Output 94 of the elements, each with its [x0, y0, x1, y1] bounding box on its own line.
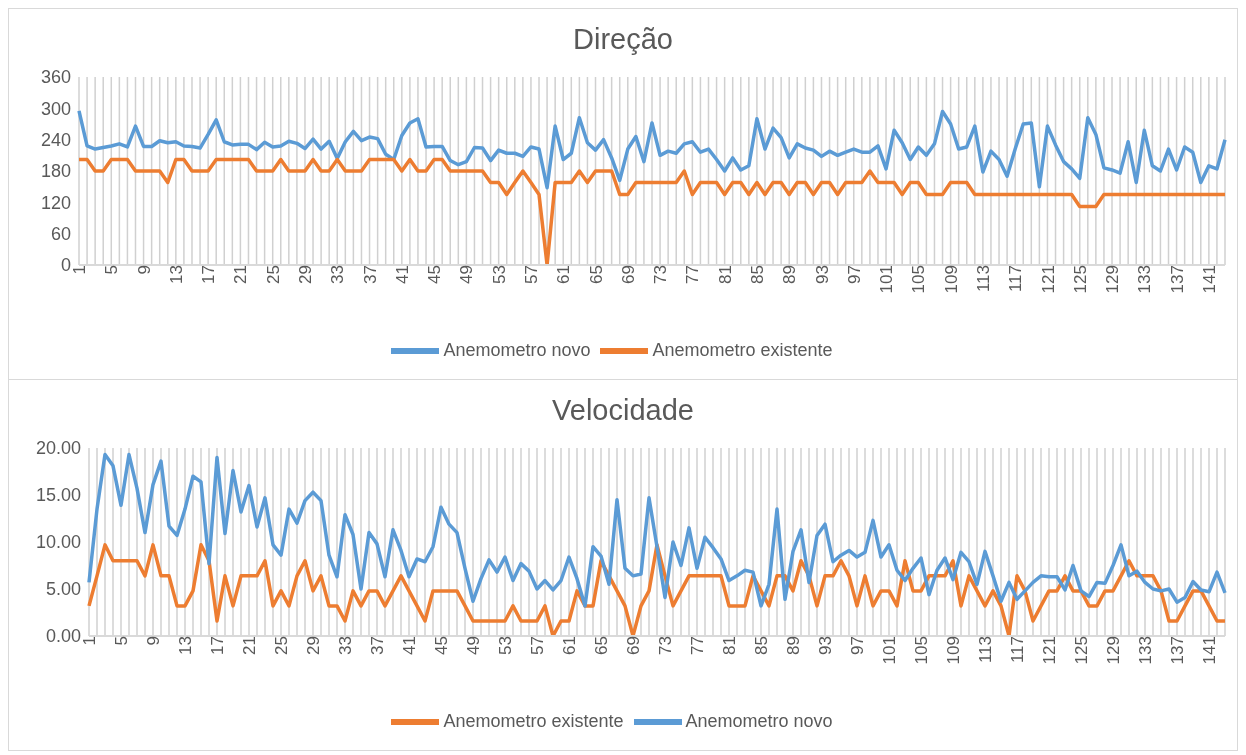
x-tick-label: 9: [134, 265, 154, 275]
x-tick-label: 109: [944, 636, 964, 665]
x-tick-label: 93: [812, 265, 832, 284]
x-tick-label: 137: [1168, 636, 1188, 665]
y-tick-label: 5.00: [45, 579, 81, 600]
line-series: [87, 543, 1227, 636]
x-tick-label: 85: [752, 636, 772, 655]
x-tick-label: 129: [1103, 265, 1123, 294]
line-series: [77, 157, 1227, 265]
x-tick-label: 53: [496, 636, 516, 655]
x-tick-label: 21: [231, 265, 251, 284]
chart-title: Direção: [572, 22, 674, 57]
x-tick-label: 61: [554, 265, 574, 284]
x-tick-label: 101: [877, 265, 897, 294]
x-tick-label: 77: [683, 265, 703, 284]
x-tick-label: 29: [304, 636, 324, 655]
x-tick-label: 13: [176, 636, 196, 655]
x-tick-label: 5: [112, 636, 132, 646]
x-tick-label: 125: [1072, 636, 1092, 665]
x-tick-label: 1: [80, 636, 100, 646]
x-tick-label: 89: [784, 636, 804, 655]
legend-label: Anemometro existente: [652, 339, 833, 360]
x-tick-label: 113: [973, 265, 993, 293]
x-tick-label: 49: [457, 265, 477, 284]
x-tick-label: 57: [528, 636, 548, 655]
x-tick-label: 69: [618, 265, 638, 284]
x-tick-label: 69: [624, 636, 644, 655]
y-tick-label: 0: [60, 255, 71, 276]
x-tick-label: 101: [880, 636, 900, 665]
x-tick-label: 61: [560, 636, 580, 655]
x-tick-label: 129: [1104, 636, 1124, 665]
line-series: [77, 109, 1227, 190]
legend-label: Anemometro novo: [685, 710, 833, 731]
x-tick-label: 29: [296, 265, 316, 284]
y-tick-label: 60: [50, 224, 71, 245]
legend-label: Anemometro novo: [443, 339, 591, 360]
x-tick-label: 33: [336, 636, 356, 655]
x-tick-label: 1: [70, 265, 90, 275]
y-tick-label: 0.00: [45, 626, 81, 647]
legend-label: Anemometro existente: [443, 710, 624, 731]
x-tick-label: 105: [912, 636, 932, 665]
x-tick-label: 33: [328, 265, 348, 284]
y-tick-label: 20.00: [35, 438, 81, 459]
x-tick-label: 137: [1167, 265, 1187, 294]
x-tick-label: 45: [425, 265, 445, 284]
x-tick-label: 65: [586, 265, 606, 284]
x-tick-label: 57: [522, 265, 542, 284]
x-tick-label: 93: [816, 636, 836, 655]
x-tick-label: 97: [844, 265, 864, 284]
x-tick-label: 117: [1008, 636, 1028, 664]
x-tick-label: 45: [432, 636, 452, 655]
x-tick-label: 65: [592, 636, 612, 655]
x-tick-label: 37: [368, 636, 388, 655]
x-tick-label: 21: [240, 636, 260, 655]
x-tick-label: 105: [909, 265, 929, 294]
y-tick-label: 300: [40, 98, 71, 119]
y-tick-label: 120: [40, 192, 71, 213]
x-tick-label: 25: [263, 265, 283, 284]
x-tick-label: 81: [715, 265, 735, 284]
x-tick-label: 73: [656, 636, 676, 655]
x-tick-label: 97: [848, 636, 868, 655]
x-tick-label: 121: [1038, 265, 1058, 294]
x-tick-label: 37: [360, 265, 380, 284]
line-series: [87, 452, 1227, 608]
y-tick-label: 240: [40, 130, 71, 151]
x-tick-label: 141: [1200, 636, 1220, 665]
x-tick-label: 53: [489, 265, 509, 284]
x-tick-label: 89: [780, 265, 800, 284]
x-tick-label: 109: [941, 265, 961, 294]
x-tick-label: 133: [1136, 636, 1156, 665]
x-tick-label: 17: [208, 636, 228, 655]
x-tick-label: 25: [272, 636, 292, 655]
x-tick-label: 5: [102, 265, 122, 275]
x-tick-label: 9: [144, 636, 164, 646]
x-tick-label: 125: [1070, 265, 1090, 294]
x-tick-label: 121: [1040, 636, 1060, 665]
x-tick-label: 81: [720, 636, 740, 655]
y-tick-label: 360: [40, 67, 71, 88]
x-tick-label: 41: [400, 636, 420, 655]
x-tick-label: 113: [976, 636, 996, 664]
y-tick-label: 15.00: [35, 485, 81, 506]
x-tick-label: 133: [1135, 265, 1155, 294]
x-tick-label: 49: [464, 636, 484, 655]
x-tick-label: 41: [392, 265, 412, 284]
x-tick-label: 85: [747, 265, 767, 284]
y-tick-label: 180: [40, 161, 71, 182]
chart-title: Velocidade: [551, 393, 695, 428]
x-tick-label: 141: [1199, 265, 1219, 294]
y-tick-label: 10.00: [35, 532, 81, 553]
x-tick-label: 73: [651, 265, 671, 284]
x-tick-label: 77: [688, 636, 708, 655]
x-tick-label: 17: [199, 265, 219, 284]
x-tick-label: 13: [166, 265, 186, 284]
x-tick-label: 117: [1006, 265, 1026, 293]
